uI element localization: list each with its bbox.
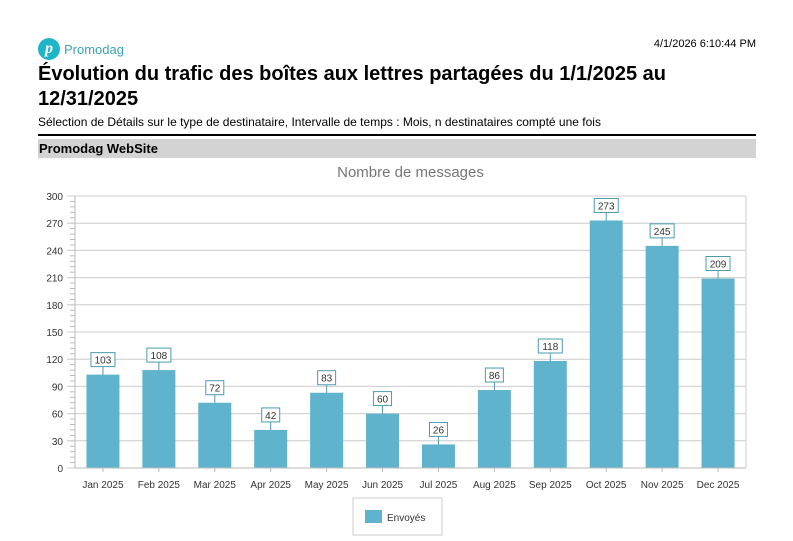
data-label: 245 <box>654 227 671 238</box>
section-header: Promodag WebSite <box>38 139 756 158</box>
y-tick-label: 240 <box>46 246 63 257</box>
x-tick-label: Dec 2025 <box>697 480 740 491</box>
y-tick-label: 0 <box>57 464 63 475</box>
data-label-box <box>90 352 116 368</box>
bar <box>589 220 623 468</box>
data-label-box <box>705 256 731 272</box>
data-label-box <box>146 347 172 363</box>
data-label-box <box>261 407 281 423</box>
legend-label: Envoyés <box>387 513 425 524</box>
bar <box>310 392 344 468</box>
y-tick-label: 120 <box>46 355 63 366</box>
data-label-box <box>484 367 504 383</box>
data-label-box <box>593 197 619 213</box>
data-label: 83 <box>321 374 333 385</box>
x-tick-label: Mar 2025 <box>194 480 237 491</box>
y-tick-label: 210 <box>46 274 63 285</box>
data-label: 103 <box>95 356 112 367</box>
divider <box>38 134 756 136</box>
x-tick-label: Jan 2025 <box>82 480 124 491</box>
data-label: 72 <box>209 384 221 395</box>
promodag-logo-icon: p <box>38 38 60 60</box>
y-tick-label: 30 <box>52 437 64 448</box>
y-tick-label: 60 <box>52 410 64 421</box>
y-tick-label: 300 <box>46 192 63 203</box>
report-title: Évolution du trafic des boîtes aux lettr… <box>38 63 666 110</box>
bar <box>198 402 232 468</box>
x-tick-label: Apr 2025 <box>250 480 291 491</box>
data-label: 273 <box>598 201 615 212</box>
data-label: 60 <box>377 395 389 406</box>
y-tick-label: 150 <box>46 328 63 339</box>
data-label-box <box>317 370 337 386</box>
bar <box>533 361 567 468</box>
bar <box>477 390 511 468</box>
data-label: 42 <box>265 411 277 422</box>
timestamp: 4/1/2026 6:10:44 PM <box>653 38 756 50</box>
data-label: 209 <box>710 260 727 271</box>
data-label: 26 <box>433 425 445 436</box>
bar <box>421 444 455 468</box>
x-tick-label: Jul 2025 <box>420 480 458 491</box>
promodag-logo: p Promodag <box>38 38 124 60</box>
data-label: 86 <box>489 371 501 382</box>
bar <box>254 429 288 468</box>
data-label: 118 <box>542 342 558 353</box>
logo-text: Promodag <box>64 41 124 57</box>
x-tick-label: Feb 2025 <box>138 480 181 491</box>
data-label-box <box>428 421 448 437</box>
report-subtitle: Sélection de Détails sur le type de dest… <box>38 115 601 129</box>
y-tick-label: 90 <box>52 382 64 393</box>
bar <box>366 413 400 468</box>
legend-swatch <box>365 510 382 523</box>
bar <box>701 278 735 468</box>
data-label-box <box>537 338 563 354</box>
bar <box>645 245 679 468</box>
chart-title: Nombre de messages <box>337 164 484 181</box>
data-label-box <box>649 223 675 239</box>
y-tick-label: 180 <box>46 301 63 312</box>
data-label: 108 <box>151 351 168 362</box>
x-tick-label: Jun 2025 <box>362 480 404 491</box>
data-label-box <box>373 391 393 407</box>
x-tick-label: Oct 2025 <box>586 480 627 491</box>
x-tick-label: Nov 2025 <box>641 480 684 491</box>
x-tick-label: Aug 2025 <box>473 480 516 491</box>
x-tick-label: May 2025 <box>305 480 349 491</box>
bar <box>86 374 120 468</box>
x-tick-label: Sep 2025 <box>529 480 572 491</box>
y-tick-label: 270 <box>46 219 63 230</box>
bar <box>142 370 176 468</box>
data-label-box <box>205 380 225 396</box>
